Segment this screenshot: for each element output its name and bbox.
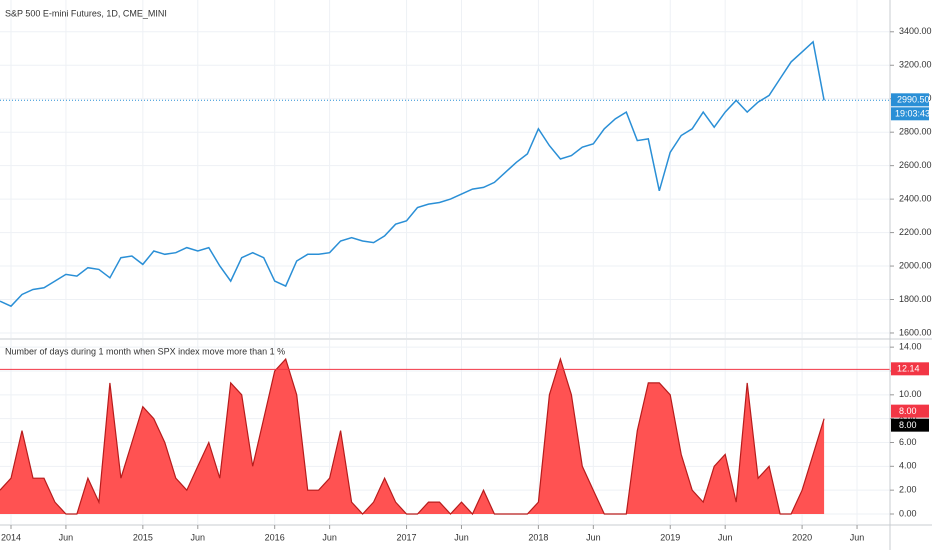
y-tick-label: 2000.00 <box>899 260 932 270</box>
y-tick-label: 14.00 <box>899 342 922 352</box>
y-tick-label: 1600.00 <box>899 327 932 337</box>
x-tick-label: 2014 <box>1 532 21 542</box>
x-tick-label: 2015 <box>133 532 153 542</box>
x-tick-label: 2018 <box>528 532 548 542</box>
indicator-title: Number of days during 1 month when SPX i… <box>5 346 285 356</box>
plot <box>0 40 890 516</box>
last-value-label: 8.00 <box>899 406 917 416</box>
x-tick-label: Jun <box>850 532 865 542</box>
y-tick-label: 2.00 <box>899 485 917 495</box>
y-tick-label: 3200.00 <box>899 60 932 70</box>
x-tick-label: 2019 <box>660 532 680 542</box>
area-fill <box>0 359 825 514</box>
y-tick-label: 4.00 <box>899 461 917 471</box>
labels: 2014 Jun 2015 Jun 2016 Jun 2017 Jun 2018 Jun 2019 J… <box>1 26 932 542</box>
y-tick-label: 2200.00 <box>899 227 932 237</box>
last-value-box <box>891 404 929 418</box>
last-price-label: 2990.50 <box>897 95 930 105</box>
x-tick-label: Jun <box>718 532 733 542</box>
x-tick-label: Jun <box>191 532 206 542</box>
area-line <box>0 357 825 516</box>
y-tick-label: 10.00 <box>899 389 922 399</box>
x-tick-label: 2017 <box>397 532 417 542</box>
y-tick-label: 2800.00 <box>899 127 932 137</box>
y-tick-label: 3400.00 <box>899 26 932 36</box>
x-tick-label: 2016 <box>265 532 285 542</box>
last-value-label: 8.00 <box>899 420 917 430</box>
last-value-box <box>891 418 929 432</box>
y-tick-label: 6.00 <box>899 437 917 447</box>
price-line <box>0 40 825 308</box>
x-tick-label: Jun <box>59 532 74 542</box>
x-tick-label: Jun <box>586 532 601 542</box>
y-tick-label: 2600.00 <box>899 160 932 170</box>
last-price-box <box>891 93 929 107</box>
x-tick-label: Jun <box>454 532 469 542</box>
x-tick-label: Jun <box>322 532 337 542</box>
threshold-label: 12.14 <box>897 364 920 374</box>
y-tick-label: 8.00 <box>899 413 917 423</box>
threshold-box <box>891 362 929 376</box>
y-tick-label: 1800.00 <box>899 294 932 304</box>
y-tick-label: 2400.00 <box>899 193 932 203</box>
countdown-label: 19:03:43 <box>895 109 930 119</box>
countdown-box <box>891 107 929 121</box>
y-tick-label: 0.00 <box>899 508 917 518</box>
chart-title: S&P 500 E-mini Futures, 1D, CME_MINI <box>5 8 167 18</box>
x-tick-label: 2020 <box>792 532 812 542</box>
